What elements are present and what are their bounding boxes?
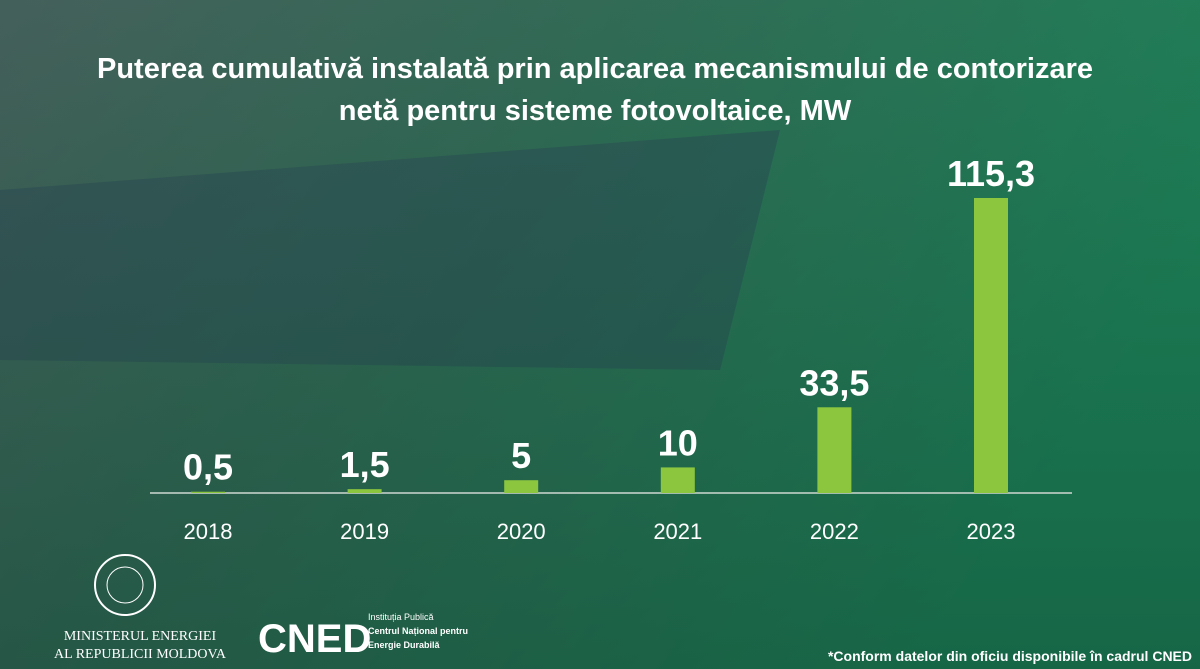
- bar: [974, 198, 1008, 493]
- ministry-emblem: [94, 554, 156, 616]
- value-label: 10: [658, 422, 698, 463]
- value-label: 115,3: [947, 153, 1035, 194]
- value-label: 33,5: [799, 362, 869, 403]
- value-label: 1,5: [340, 444, 390, 485]
- x-tick-label: 2021: [653, 519, 702, 544]
- x-tick-label: 2022: [810, 519, 859, 544]
- footnote: *Conform datelor din oficiu disponibile …: [828, 648, 1192, 664]
- ministry-line: MINISTERUL ENERGIEI: [64, 629, 217, 644]
- x-tick-label: 2019: [340, 519, 389, 544]
- x-tick-label: 2018: [184, 519, 233, 544]
- chart-title: Puterea cumulativă instalată prin aplica…: [96, 53, 1094, 127]
- institution-line: Energie Durabilă: [368, 640, 441, 650]
- bar: [191, 491, 225, 493]
- bar: [817, 407, 852, 493]
- x-tick-label: 2020: [497, 519, 546, 544]
- bar: [660, 467, 695, 493]
- bar: [347, 489, 382, 493]
- institution-line: Instituția Publică: [368, 612, 434, 622]
- institution-line: Centrul Național pentru: [368, 626, 468, 636]
- cned-logo: CNED: [258, 617, 371, 661]
- value-label: 5: [511, 435, 531, 476]
- x-tick-label: 2023: [967, 519, 1016, 544]
- ministry-line: AL REPUBLICII MOLDOVA: [54, 647, 227, 662]
- value-label: 0,5: [183, 447, 233, 488]
- bar: [504, 480, 539, 493]
